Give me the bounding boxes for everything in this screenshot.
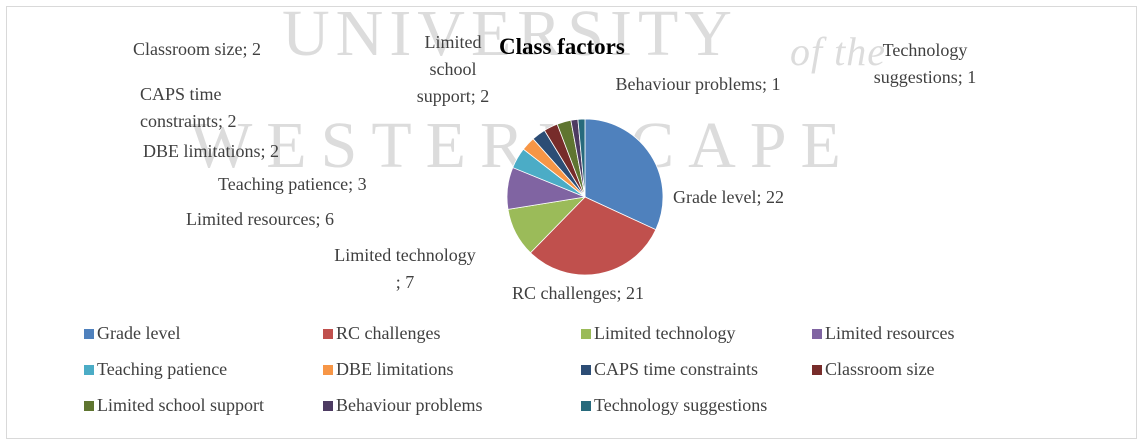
data-label: Limited school support; 2 [416,32,490,106]
legend-swatch [581,364,591,375]
legend-item: RC challenges [323,323,440,344]
watermark: of the [790,29,886,74]
legend-item: DBE limitations [323,359,454,380]
data-label: DBE limitations; 2 [143,141,280,161]
pie-slice [584,118,664,231]
legend-swatch [84,364,94,375]
legend-label: Limited technology [594,323,736,343]
data-label: RC challenges; 21 [512,283,644,303]
legend-label: DBE limitations [336,359,454,379]
legend-label: Grade level [97,323,181,343]
legend-swatch [581,400,591,411]
data-label: Limited resources; 6 [186,209,334,229]
legend-item: CAPS time constraints [581,359,758,380]
legend-swatch [84,328,94,339]
legend-swatch [812,364,822,375]
legend-label: Technology suggestions [594,395,768,415]
data-label: Behaviour problems; 1 [615,74,781,94]
data-label: Classroom size; 2 [133,39,261,59]
legend-item: Classroom size [812,359,935,380]
legend-item: Limited school support [84,395,264,416]
legend-item: Teaching patience [84,359,227,380]
legend-swatch [323,400,333,411]
legend-label: Teaching patience [97,359,228,379]
chart-frame [6,6,1137,439]
legend-label: RC challenges [336,323,441,343]
legend-swatch [84,400,94,411]
pie-slice [529,196,657,276]
legend-swatch [812,328,822,339]
legend-item: Technology suggestions [581,395,767,416]
legend-label: Limited resources [825,323,955,343]
data-label: Limited technology ; 7 [334,245,476,292]
legend-label: Behaviour problems [336,395,483,415]
watermark: UNIVERSITY [282,0,738,70]
legend-swatch [323,364,333,375]
data-label: Technology suggestions; 1 [873,40,977,87]
pie-slice [577,118,586,198]
data-label: CAPS time constraints; 2 [140,84,237,131]
legend-item: Limited technology [581,323,735,344]
legend-label: Classroom size [825,359,935,379]
chart-title: Class factors [499,34,625,59]
data-label: Grade level; 22 [673,187,784,207]
legend-item: Grade level [84,323,180,344]
data-label: Teaching patience; 3 [218,174,367,194]
legend-label: Limited school support [97,395,264,415]
legend-swatch [581,328,591,339]
legend-label: CAPS time constraints [594,359,759,379]
legend-item: Limited resources [812,323,954,344]
legend-item: Behaviour problems [323,395,482,416]
legend-swatch [323,328,333,339]
